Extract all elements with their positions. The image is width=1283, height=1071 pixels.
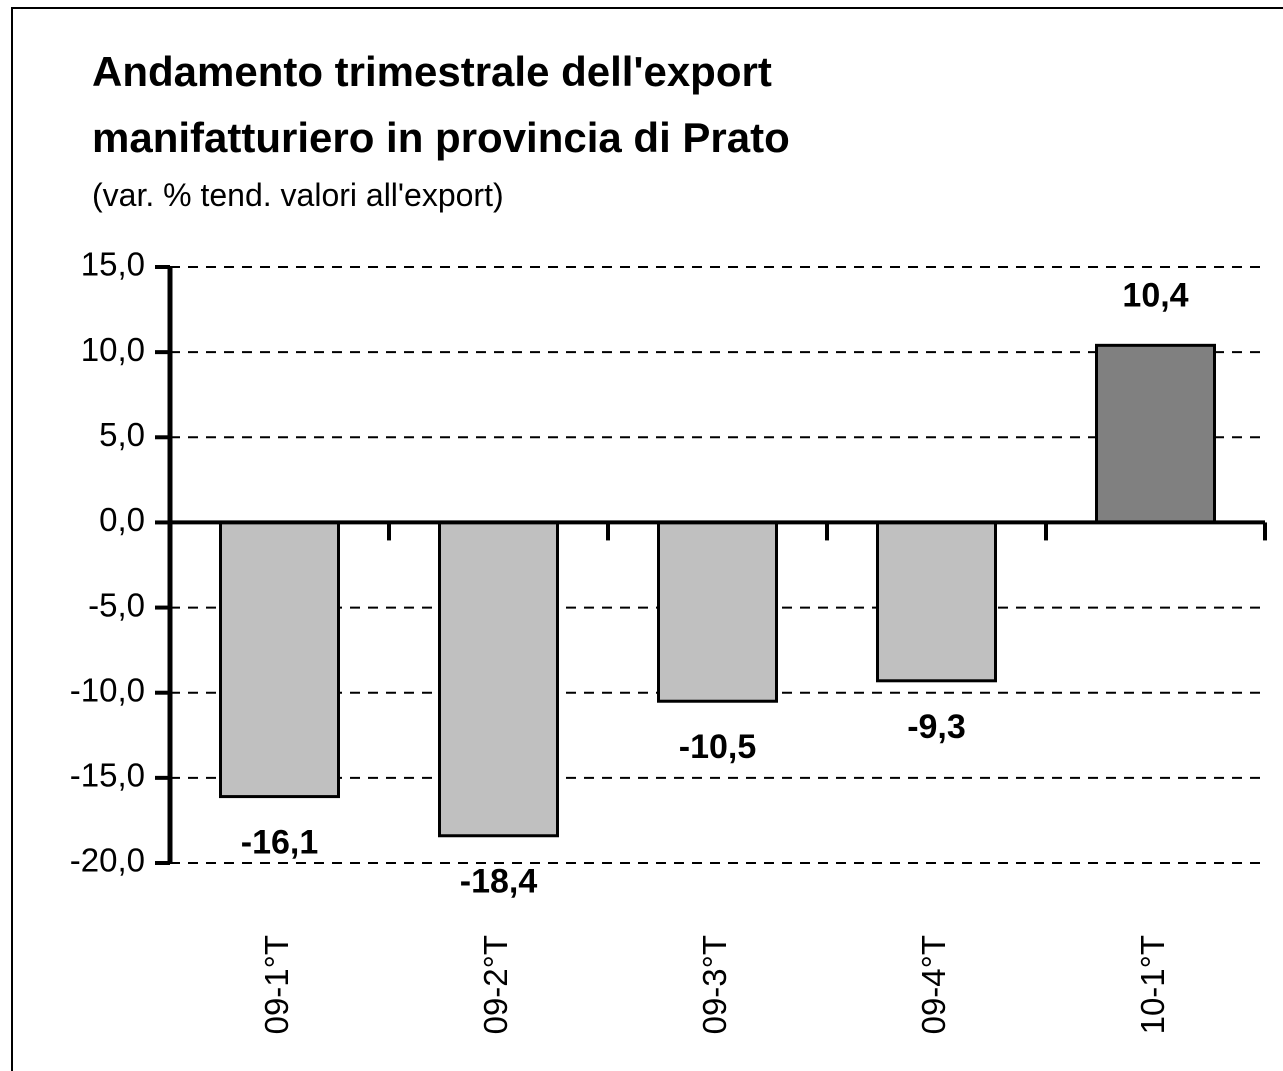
chart-title: Andamento trimestrale dell'export	[92, 48, 772, 95]
value-label: 10,4	[1122, 276, 1188, 314]
chart-title: manifatturiero in provincia di Prato	[92, 114, 790, 161]
bar	[876, 520, 997, 683]
y-tick-label: 15,0	[81, 246, 145, 283]
x-tick-label: 09-3°T	[696, 935, 733, 1034]
x-tick-label: 10-1°T	[1134, 935, 1171, 1034]
y-tick-label: 5,0	[99, 416, 145, 453]
value-label: -10,5	[679, 728, 757, 766]
bar	[657, 520, 778, 703]
y-tick-label: 0,0	[99, 501, 145, 538]
value-label: -16,1	[241, 824, 319, 862]
bar	[438, 520, 559, 838]
bar	[219, 520, 340, 799]
frame	[11, 7, 1283, 1071]
x-tick-label: 09-2°T	[477, 935, 514, 1034]
y-tick-label: -10,0	[70, 671, 145, 708]
bar	[1095, 343, 1216, 524]
value-label: -18,4	[460, 863, 538, 901]
y-tick-label: -5,0	[88, 586, 145, 623]
x-tick-label: 09-1°T	[258, 935, 295, 1034]
y-tick-label: 10,0	[81, 331, 145, 368]
y-tick-label: -20,0	[70, 842, 145, 879]
x-tick-label: 09-4°T	[915, 935, 952, 1034]
y-tick-label: -15,0	[70, 757, 145, 794]
chart-subtitle: (var. % tend. valori all'export)	[92, 177, 504, 213]
value-label: -9,3	[907, 708, 966, 746]
